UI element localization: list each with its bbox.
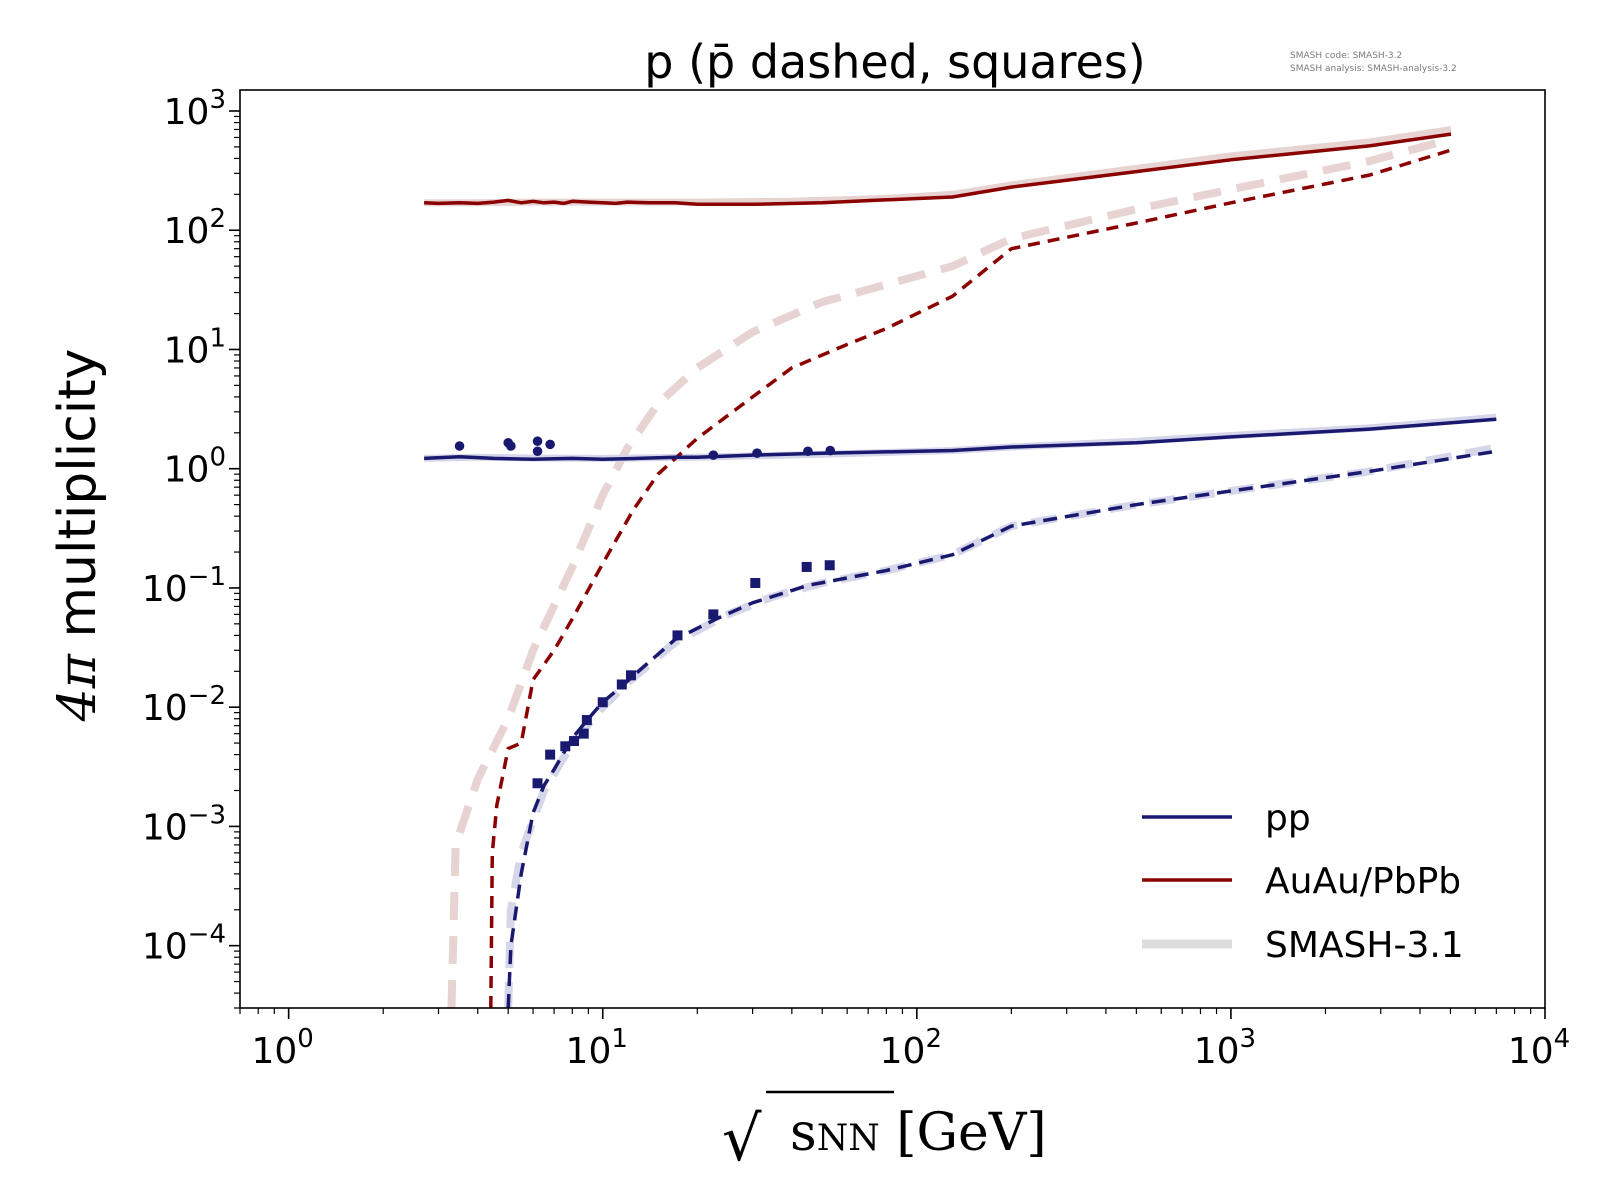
data-point-pp-p-data — [532, 436, 543, 447]
y-tick-label: 10−4 — [142, 920, 226, 968]
y-tick-label: 101 — [164, 323, 226, 371]
data-point-pp-pbar-data — [625, 670, 636, 681]
series-line-pp-p — [424, 417, 1497, 462]
data-point-pp-pbar-data — [532, 778, 543, 789]
series-layer — [424, 126, 1498, 1008]
data-point-pp-pbar-data — [750, 578, 761, 589]
y-tick-label: 10−3 — [142, 800, 226, 848]
data-point-pp-pbar-data — [824, 560, 835, 571]
data-point-pp-p-data — [454, 441, 465, 451]
data-point-pp-pbar-data — [578, 728, 589, 739]
credit-line-analysis: SMASH analysis: SMASH-analysis-3.2 — [1290, 64, 1457, 74]
x-axis-label-unit: [GeV] — [880, 1103, 1047, 1163]
data-point-pp-pbar-data — [597, 697, 608, 708]
data-point-pp-pbar-data — [616, 679, 627, 690]
y-tick-label: 102 — [164, 204, 226, 252]
legend-label-smash: SMASH-3.1 — [1265, 925, 1464, 966]
credit-line-code: SMASH code: SMASH-3.2 — [1290, 51, 1402, 61]
series-line-pp-pbar — [506, 449, 1497, 1008]
data-point-pp-pbar-data — [801, 561, 812, 572]
y-axis-label-symbol: 4π — [48, 653, 108, 722]
chart-title: p (p̄ dashed, squares) — [644, 35, 1145, 89]
data-point-pp-pbar-data — [545, 749, 556, 760]
y-tick-label: 10−1 — [142, 562, 226, 610]
x-tick-label: 101 — [566, 1024, 628, 1072]
marker-layer — [454, 436, 836, 789]
x-axis-label: √ sNN [GeV] — [722, 1090, 1047, 1175]
data-point-pp-p-data — [803, 446, 813, 457]
data-point-pp-pbar-data — [672, 630, 683, 641]
data-point-pp-p-data — [545, 439, 555, 450]
data-point-pp-pbar-data — [568, 736, 579, 747]
y-axis-label: 4π multiplicity — [48, 349, 108, 723]
x-tick-label: 104 — [1508, 1024, 1570, 1072]
data-point-pp-p-data — [752, 448, 762, 458]
legend-label-pp: pp — [1265, 798, 1311, 839]
data-point-pp-p-data — [825, 445, 836, 456]
series-line-auau-p — [424, 132, 1452, 207]
y-tick-label: 10−2 — [142, 681, 226, 729]
y-tick-label: 103 — [164, 85, 226, 133]
x-tick-label: 103 — [1194, 1024, 1256, 1072]
x-tick-label: 100 — [251, 1024, 313, 1072]
data-point-pp-pbar-data — [560, 741, 571, 752]
data-point-pp-p-data — [506, 441, 516, 451]
legend: pp AuAu/PbPb SMASH-3.1 — [1142, 798, 1464, 966]
series-line-smash31-pp-p — [424, 413, 1497, 462]
x-axis-label-text: sNN [GeV] — [790, 1103, 1047, 1163]
data-point-pp-pbar-data — [708, 609, 719, 620]
y-axis-label-text: multiplicity — [48, 349, 108, 655]
x-axis-label-root: √ — [722, 1102, 762, 1175]
tick-layer: 100 101 102 103 104 10−4 10−3 10−2 10−1 100 101 102… — [142, 85, 1570, 1072]
data-point-pp-p-data — [708, 450, 719, 460]
x-axis-label-var: s — [790, 1103, 817, 1163]
legend-label-auau: AuAu/PbPb — [1265, 861, 1461, 902]
y-tick-label: 100 — [164, 443, 226, 491]
x-axis-label-sub: NN — [817, 1118, 880, 1159]
series-line-smash31-auau-p — [424, 126, 1452, 207]
data-point-pp-p-data — [532, 446, 543, 457]
plot-frame — [239, 89, 1546, 1009]
data-point-pp-pbar-data — [581, 715, 592, 726]
x-tick-label: 102 — [880, 1024, 942, 1072]
